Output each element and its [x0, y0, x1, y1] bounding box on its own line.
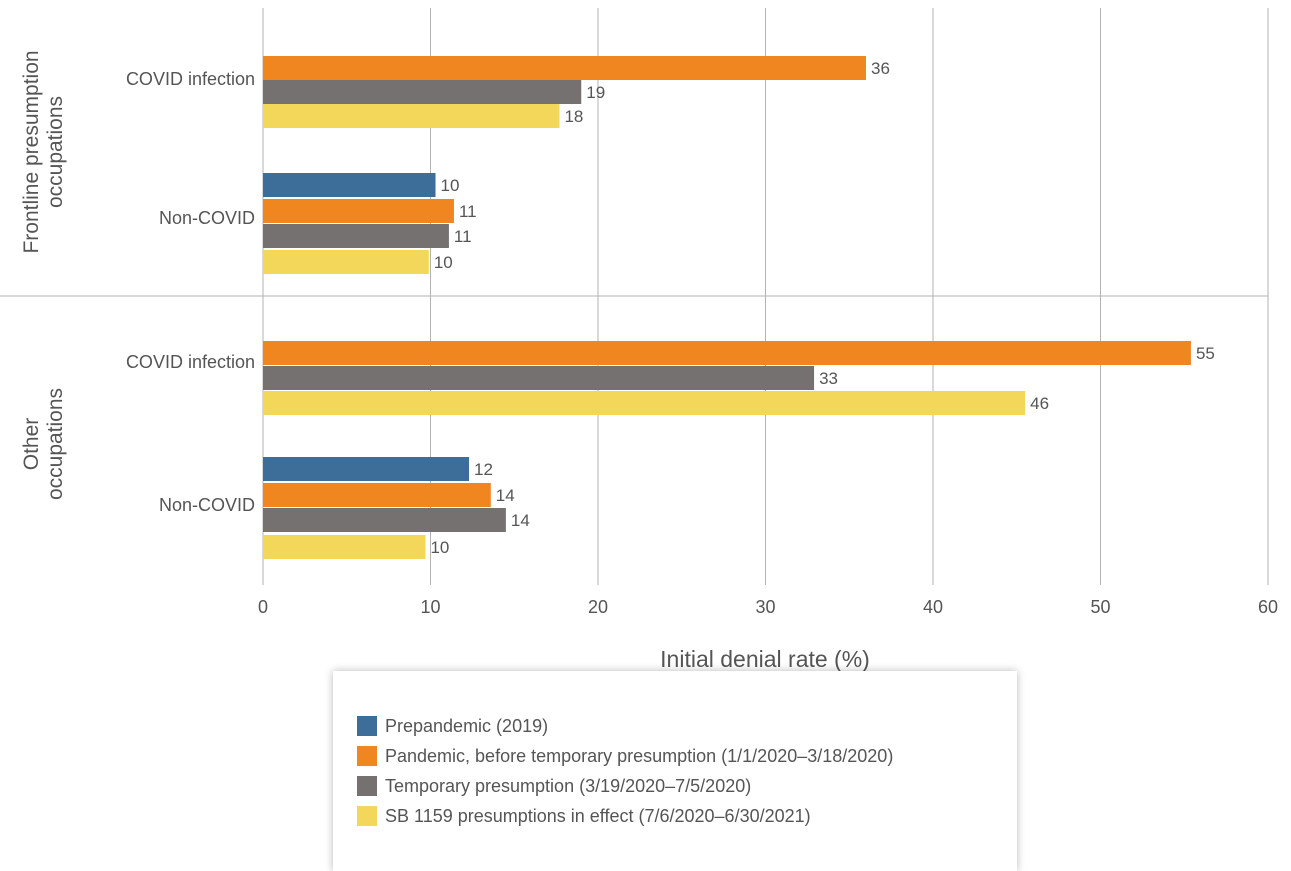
x-tick-label: 60	[1258, 597, 1278, 617]
category-label: Non-COVID	[159, 495, 255, 515]
x-tick-label: 10	[420, 597, 440, 617]
data-label: 19	[586, 83, 605, 102]
bar	[263, 56, 866, 80]
bar	[263, 104, 560, 128]
data-label: 18	[564, 107, 583, 126]
category-label: COVID infection	[126, 352, 255, 372]
data-label: 36	[871, 59, 890, 78]
legend-item: Prepandemic (2019)	[357, 713, 548, 739]
category-label: COVID infection	[126, 69, 255, 89]
group-label: Frontline presumptionoccupations	[20, 50, 67, 253]
bar	[263, 199, 454, 223]
data-label: 55	[1196, 344, 1215, 363]
x-tick-label: 0	[258, 597, 268, 617]
bar	[263, 391, 1026, 415]
data-label: 10	[430, 538, 449, 557]
legend-label: Prepandemic (2019)	[385, 715, 549, 736]
legend-swatch-sb1159	[357, 806, 377, 826]
bar	[263, 224, 449, 248]
legend-item: SB 1159 presumptions in effect (7/6/2020…	[357, 803, 811, 829]
bar	[263, 173, 436, 197]
x-tick-label: 40	[923, 597, 943, 617]
legend-item: Pandemic, before temporary presumption (…	[357, 743, 893, 769]
legend-label: Temporary presumption (3/19/2020–7/5/202…	[385, 775, 752, 796]
data-label: 46	[1030, 394, 1049, 413]
group-label: Otheroccupations	[20, 388, 67, 500]
data-label: 11	[459, 202, 477, 221]
bar	[263, 535, 426, 559]
legend-label: Pandemic, before temporary presumption (…	[385, 745, 894, 766]
x-axis-title: Initial denial rate (%)	[660, 646, 870, 672]
x-tick-label: 50	[1090, 597, 1110, 617]
x-tick-label: 20	[588, 597, 608, 617]
category-label: Non-COVID	[159, 208, 255, 228]
data-label: 12	[474, 460, 493, 479]
data-label: 14	[496, 486, 515, 505]
legend-label: SB 1159 presumptions in effect (7/6/2020…	[385, 805, 811, 826]
bar	[263, 250, 429, 274]
data-label: 10	[434, 253, 453, 272]
bar	[263, 508, 506, 532]
bar	[263, 483, 491, 507]
legend-swatch-pandemic	[357, 746, 377, 766]
legend-swatch-temporary	[357, 776, 377, 796]
legend: Prepandemic (2019) Pandemic, before temp…	[333, 671, 1017, 871]
bar	[263, 366, 815, 390]
data-label: 33	[819, 369, 838, 388]
legend-item: Temporary presumption (3/19/2020–7/5/202…	[357, 773, 751, 799]
bar	[263, 80, 582, 104]
data-label: 11	[454, 227, 472, 246]
bar	[263, 457, 470, 481]
data-label: 10	[441, 176, 460, 195]
bar	[263, 341, 1191, 365]
legend-swatch-prepandemic	[357, 716, 377, 736]
x-tick-label: 30	[755, 597, 775, 617]
data-label: 14	[511, 511, 530, 530]
